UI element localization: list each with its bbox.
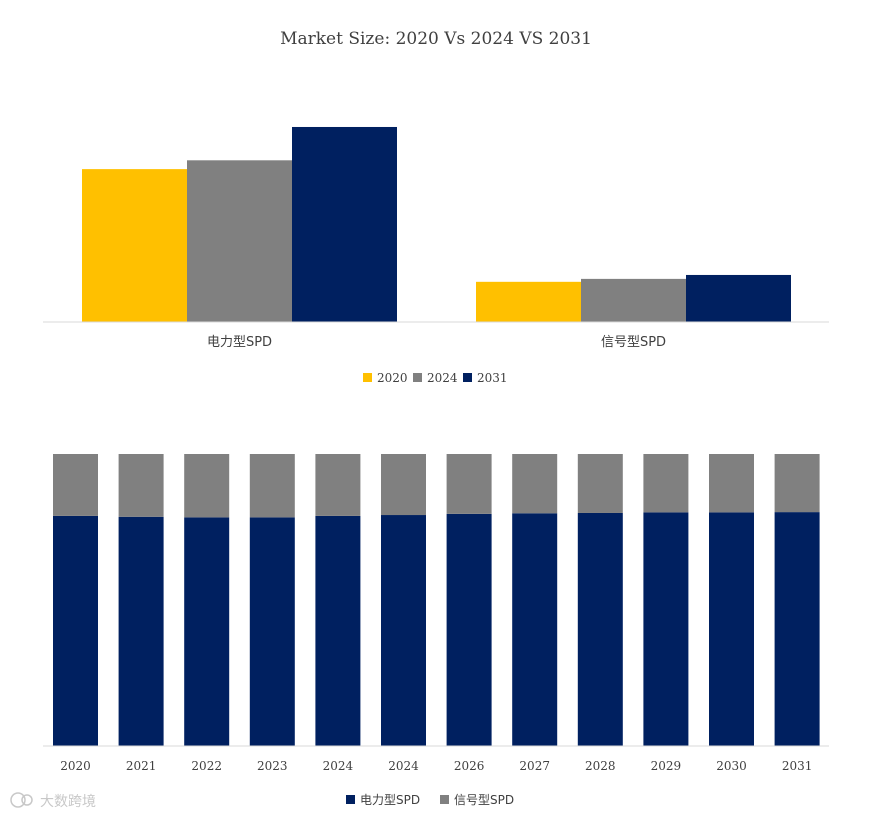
watermark-logo-icon-inner [21,794,33,806]
bar-group [82,126,791,322]
year-tick-label: 2031 [782,759,813,773]
watermark-text: 大数跨境 [40,794,96,810]
year-tick-label: 2030 [716,759,747,773]
stack-bar-signal-6 [446,454,492,514]
legend-swatch-2024 [413,373,422,382]
bar-2024-0 [187,160,292,322]
year-tick-label: 2027 [519,759,550,773]
legend-label: 2024 [427,371,458,385]
year-tick-label: 2024 [388,759,419,773]
year-tick-label: 2024 [323,759,354,773]
stack-bar-signal-7 [512,454,558,514]
bar-2020-1 [476,281,581,322]
year-tick-label: 2026 [454,759,485,773]
legend-bottom: 电力型SPD 信号型SPD [346,793,514,807]
stack-bar-signal-8 [577,454,623,513]
year-tick-label: 2023 [257,759,288,773]
stack-bar-power-8 [577,512,623,746]
legend-label: 2020 [377,371,408,385]
legend-swatch-2020 [363,373,372,382]
legend: 2020 2024 2031 [363,371,508,385]
bar-2031-0 [292,126,397,322]
stack-bar-signal-0 [53,454,98,516]
stack-bar-power-7 [512,513,558,746]
bar-2020-0 [82,169,187,322]
legend-label: 2031 [477,371,508,385]
stack-bar-signal-5 [381,454,426,516]
stack-bar-power-10 [709,512,754,746]
bar-2024-1 [581,278,686,322]
stack-bar-signal-3 [249,454,295,518]
share-chart: 2020 2021 2022 2023 2024 2024 2026 2027 2028 2029… [43,454,829,807]
stack-bar-signal-10 [709,454,754,513]
legend-swatch-2031 [463,373,472,382]
year-tick-labels: 2020 2021 2022 2023 2024 2024 2026 2027 2028 2029… [60,759,812,773]
legend-label: 信号型SPD [454,793,514,807]
category-label: 信号型SPD [601,335,666,350]
chart-title: Market Size: 2020 Vs 2024 VS 2031 [280,29,592,49]
category-labels: 电力型SPD 信号型SPD [207,335,666,350]
category-label: 电力型SPD [207,335,272,350]
legend-swatch-power [346,795,355,804]
watermark: 大数跨境 [10,792,96,810]
year-tick-label: 2022 [191,759,222,773]
year-tick-label: 2021 [126,759,157,773]
watermark-logo-icon [10,792,26,808]
stack-bar-power-4 [315,515,361,746]
stack-bar-signal-1 [118,454,164,517]
stack-bar-power-5 [381,515,426,746]
stack-bar-power-9 [643,512,689,746]
stack-bar-power-1 [118,516,164,746]
stack-bar-signal-2 [184,454,230,518]
stack-bar-signal-4 [315,454,361,516]
year-tick-label: 2020 [60,759,91,773]
stack-bar-power-6 [446,513,492,746]
stacked-bar-group [53,454,820,746]
stack-bar-signal-9 [643,454,689,513]
stack-bar-signal-11 [774,454,820,513]
stack-bar-power-0 [53,515,98,746]
market-size-chart: Market Size: 2020 Vs 2024 VS 2031 电力型SPD… [43,29,829,385]
legend-label: 电力型SPD [360,793,420,807]
stack-bar-power-11 [774,512,820,746]
bar-2031-1 [686,274,791,322]
stack-bar-power-2 [184,517,230,746]
legend-swatch-signal [440,795,449,804]
year-tick-label: 2028 [585,759,616,773]
year-tick-label: 2029 [651,759,682,773]
stack-bar-power-3 [249,517,295,746]
